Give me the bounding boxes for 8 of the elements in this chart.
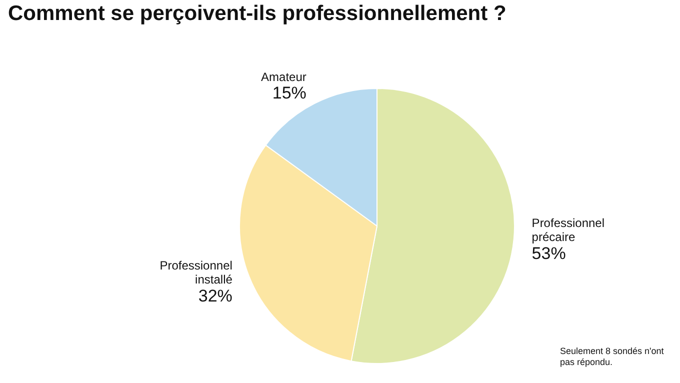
data-label: 15% bbox=[272, 84, 306, 103]
text: Seulement 8 sondés n'ont pas répondu. bbox=[560, 346, 665, 368]
data-label: 32% bbox=[198, 286, 232, 306]
data-label: 53% bbox=[532, 244, 566, 263]
slice-label: Professionnel installé bbox=[160, 258, 233, 287]
slice-label: Professionnel précaire bbox=[532, 216, 605, 244]
chart-title: Comment se perçoivent-ils professionnellement ? bbox=[8, 2, 506, 26]
slice-label: Amateur bbox=[261, 70, 306, 84]
